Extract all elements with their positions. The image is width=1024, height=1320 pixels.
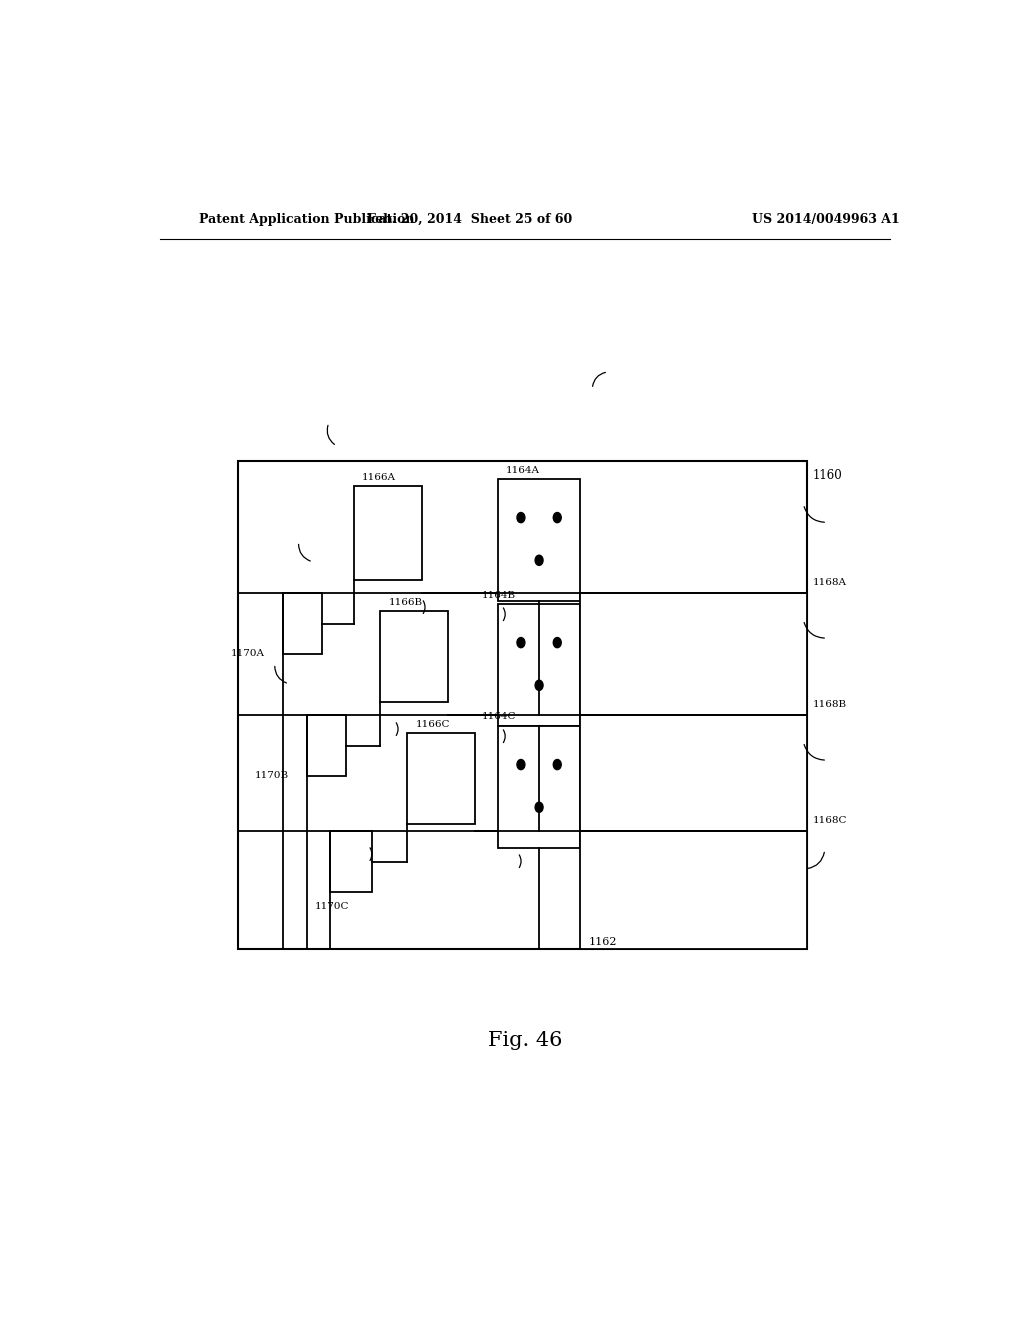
Bar (498, 479, 581, 601)
Text: 1164A: 1164A (506, 466, 540, 474)
Text: 1168A: 1168A (813, 578, 847, 587)
Text: 1166C: 1166C (416, 719, 450, 729)
Bar (331, 832, 372, 892)
Circle shape (517, 759, 525, 770)
Text: Feb. 20, 2014  Sheet 25 of 60: Feb. 20, 2014 Sheet 25 of 60 (367, 213, 571, 226)
Bar (238, 461, 807, 949)
Text: 1164C: 1164C (482, 713, 516, 722)
Text: Patent Application Publication: Patent Application Publication (200, 213, 415, 226)
Bar (581, 715, 807, 832)
Circle shape (517, 638, 525, 648)
Circle shape (553, 638, 561, 648)
Text: 1164B: 1164B (482, 590, 516, 599)
Text: 1160: 1160 (813, 470, 843, 482)
Text: 1170B: 1170B (255, 771, 289, 780)
Bar (306, 715, 346, 776)
Text: 1166B: 1166B (388, 598, 423, 607)
Circle shape (536, 680, 543, 690)
Circle shape (536, 803, 543, 812)
Text: 1162: 1162 (588, 937, 616, 946)
Bar (354, 486, 422, 581)
Bar (581, 832, 807, 949)
Bar (408, 733, 475, 824)
Text: 1166A: 1166A (362, 473, 396, 482)
Bar (498, 603, 581, 726)
Bar (283, 594, 323, 655)
Circle shape (517, 512, 525, 523)
Text: 1170A: 1170A (231, 649, 265, 659)
Circle shape (553, 759, 561, 770)
Bar (581, 594, 807, 715)
Text: 1170C: 1170C (314, 903, 349, 911)
Text: 1168B: 1168B (813, 701, 847, 709)
Circle shape (536, 556, 543, 565)
Circle shape (553, 512, 561, 523)
Text: US 2014/0049963 A1: US 2014/0049963 A1 (753, 213, 900, 226)
Text: Fig. 46: Fig. 46 (487, 1031, 562, 1051)
Text: 1168C: 1168C (813, 816, 848, 825)
Bar (380, 611, 447, 702)
Bar (498, 726, 581, 847)
